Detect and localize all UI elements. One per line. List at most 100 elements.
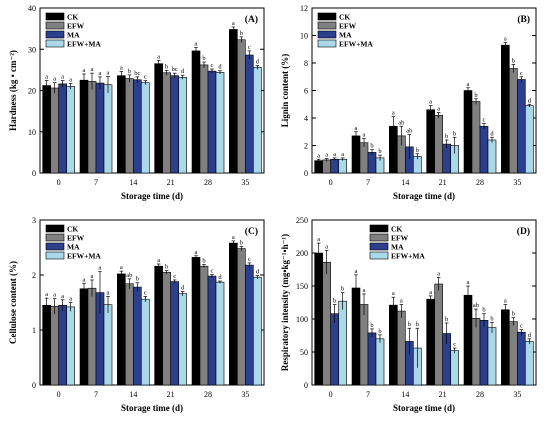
significance-letter: a (69, 76, 72, 83)
y-axis-title: Respiratory intensity (mg•kg⁻¹•h⁻¹) (280, 234, 290, 371)
y-tick-label: 100 (296, 315, 308, 324)
bar-efw-ma-21 (178, 293, 187, 386)
significance-letter: a (91, 273, 94, 280)
bar-efw-ma-35 (525, 105, 534, 174)
bar-ck-35 (501, 309, 510, 386)
significance-letter: b (378, 328, 381, 335)
bar-ma-14 (133, 79, 142, 174)
bar-efw-28 (199, 64, 209, 174)
bar-efw-ma-21 (450, 350, 459, 386)
legend-label: EFW+MA (391, 252, 425, 261)
significance-letter: ab (473, 302, 479, 309)
significance-letter: a (437, 270, 440, 277)
legend-swatch (369, 251, 389, 260)
significance-letter: a (325, 243, 328, 250)
x-tick-label: 7 (94, 390, 98, 399)
x-tick-label: 28 (204, 178, 212, 187)
x-tick-label: 7 (94, 178, 98, 187)
significance-letter: c (520, 70, 523, 77)
legend-swatch (45, 233, 65, 242)
x-tick-label: 0 (329, 390, 333, 399)
significance-letter: a (429, 99, 432, 106)
bar-ma-35 (245, 264, 254, 386)
x-tick-label: 28 (476, 390, 484, 399)
bar-ma-0 (58, 304, 67, 386)
y-tick-label: 2 (304, 142, 308, 151)
significance-letter: a (69, 296, 72, 303)
significance-letter: d (256, 58, 260, 65)
y-tick-label: 1 (32, 326, 36, 335)
bar-ck-28 (463, 294, 473, 386)
significance-letter: a (355, 125, 358, 132)
y-tick-label: 12 (300, 4, 308, 13)
bar-ck-35 (229, 29, 238, 174)
bar-efw-21 (434, 114, 443, 174)
bar-efw-ma-14 (141, 82, 150, 174)
significance-letter: a (53, 292, 56, 299)
bar-ck-14 (389, 304, 398, 386)
bar-ck-35 (229, 242, 238, 386)
significance-letter: b (240, 30, 243, 37)
significance-letter: d (490, 130, 494, 137)
bar-ck-14 (117, 75, 126, 174)
legend-swatch (317, 21, 337, 30)
bar-efw-ma-0 (338, 158, 347, 174)
bar-efw-21 (162, 72, 171, 174)
y-tick-label: 0 (32, 169, 36, 178)
significance-letter: b (453, 130, 456, 137)
bar-efw-ma-7 (103, 84, 113, 174)
significance-letter: a (467, 81, 470, 88)
legend-label: CK (391, 225, 402, 234)
bar-ma-7 (95, 82, 105, 174)
x-tick-label: 7 (366, 390, 370, 399)
plot-frame (311, 219, 537, 386)
significance-letter: a (83, 67, 86, 74)
bar-ck-28 (191, 257, 201, 386)
significance-letter: a (333, 151, 336, 158)
significance-letter: b (512, 311, 515, 318)
significance-letter: bc (172, 66, 178, 73)
bar-ma-0 (58, 83, 67, 174)
bar-efw-0 (50, 87, 59, 174)
plot-frame (39, 219, 265, 386)
significance-letter: b (490, 315, 493, 322)
significance-letter: b (378, 148, 381, 155)
bar-efw-14 (125, 283, 134, 386)
significance-letter: a (195, 249, 198, 256)
y-axis-title: Lignin content (%) (280, 54, 290, 128)
significance-letter: a (437, 106, 440, 113)
bar-efw-28 (199, 265, 209, 386)
legend-label: MA (67, 31, 80, 40)
significance-letter: d (181, 285, 185, 292)
x-tick-label: 14 (129, 390, 137, 399)
significance-letter: a (504, 297, 507, 304)
significance-letter: b (474, 92, 477, 99)
x-tick-label: 35 (241, 390, 249, 399)
legend-label: EFW (339, 22, 357, 31)
x-axis-title: Storage time (d) (393, 191, 455, 201)
legend-swatch (369, 233, 389, 242)
significance-letter: a (363, 287, 366, 294)
bar-efw-7 (359, 142, 369, 174)
bar-efw-ma-7 (375, 338, 385, 386)
x-tick-label: 0 (57, 390, 61, 399)
legend-swatch (45, 242, 65, 251)
significance-letter: bc (134, 70, 140, 77)
y-axis-title: Hardness (kg • cm⁻²) (8, 50, 18, 131)
bar-efw-35 (509, 321, 518, 386)
bar-ck-0 (42, 85, 51, 174)
bar-ma-21 (442, 143, 451, 174)
significance-letter: a (61, 293, 64, 300)
y-tick-label: 10 (28, 128, 36, 137)
significance-letter: a (363, 132, 366, 139)
legend-label: EFW+MA (339, 40, 373, 49)
significance-letter: b (202, 55, 205, 62)
y-tick-label: 8 (304, 59, 308, 68)
bar-ma-0 (330, 313, 339, 386)
significance-letter: a (355, 268, 358, 275)
y-tick-label: 150 (296, 282, 308, 291)
bar-ck-28 (191, 50, 201, 174)
bar-ck-7 (79, 288, 89, 386)
